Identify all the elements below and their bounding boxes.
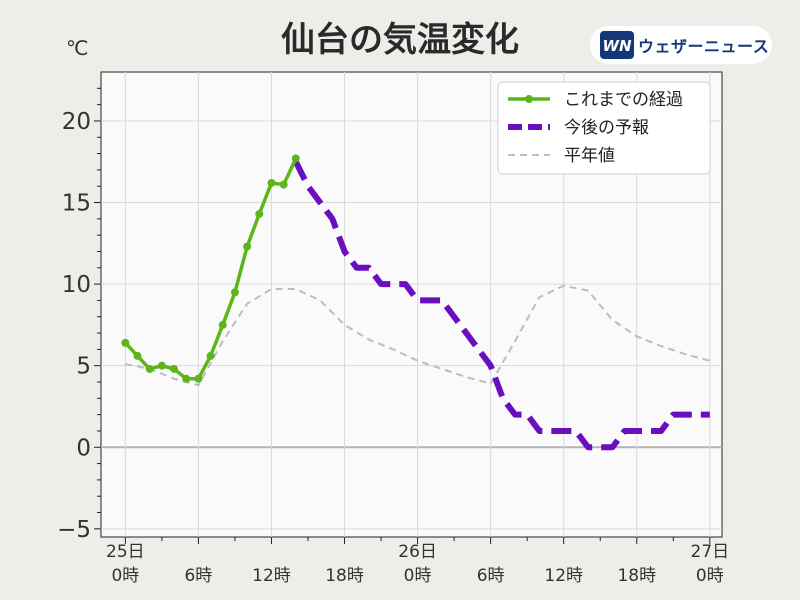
x-tick-day-label: 25日 — [106, 542, 145, 562]
x-tick-label: 18時 — [617, 566, 656, 586]
legend-label: これまでの経過 — [564, 90, 683, 110]
y-tick-label: 20 — [62, 109, 91, 135]
x-tick-label: 6時 — [477, 566, 505, 586]
observed-point — [243, 242, 252, 251]
legend-label: 今後の予報 — [564, 118, 649, 138]
series-forecast-line — [293, 160, 710, 451]
observed-point — [230, 288, 239, 297]
x-tick-label: 0時 — [404, 566, 432, 586]
observed-point — [133, 351, 142, 360]
x-tick-day-label: 27日 — [691, 542, 730, 562]
x-tick-label: 0時 — [696, 566, 724, 586]
weathernews-logo-icon: WN — [600, 31, 634, 59]
brand-mark: WN — [602, 37, 632, 55]
observed-point — [194, 374, 203, 383]
observed-point — [218, 320, 227, 329]
legend-observed-marker — [525, 95, 533, 103]
observed-point — [145, 364, 154, 373]
chart-title: 仙台の気温変化 — [281, 20, 519, 60]
x-tick-label: 12時 — [544, 566, 583, 586]
y-axis-unit: ℃ — [66, 36, 89, 60]
y-tick-label: −5 — [57, 517, 91, 543]
observed-point — [267, 178, 276, 187]
x-tick-day-label: 26日 — [398, 542, 437, 562]
y-tick-label: 15 — [62, 191, 91, 217]
observed-point — [182, 374, 191, 383]
series-group — [121, 154, 711, 451]
y-tick-label: 0 — [76, 435, 91, 461]
legend-box — [497, 81, 711, 175]
x-tick-label: 6時 — [184, 566, 212, 586]
observed-point — [206, 351, 215, 360]
y-tick-label: 5 — [76, 354, 91, 380]
observed-point — [170, 364, 179, 373]
observed-point — [157, 361, 166, 370]
axes: −5 0 5 10 15 20 25日 0時 6時 12時 18時 26日 0時 6時 12時 18時 27日 0… — [57, 87, 730, 586]
legend-label: 平年値 — [564, 146, 615, 166]
observed-point — [279, 180, 288, 189]
observed-point — [255, 209, 264, 218]
brand-badge: WN ウェザーニュース — [590, 26, 772, 64]
y-tick-label: 10 — [62, 272, 91, 298]
brand-name: ウェザーニュース — [638, 37, 770, 56]
observed-point — [121, 338, 130, 347]
x-tick-label: 18時 — [325, 566, 364, 586]
x-tick-label: 12時 — [252, 566, 291, 586]
series-normal-line — [125, 284, 711, 387]
x-tick-label: 0時 — [111, 566, 139, 586]
observed-point — [291, 154, 300, 163]
